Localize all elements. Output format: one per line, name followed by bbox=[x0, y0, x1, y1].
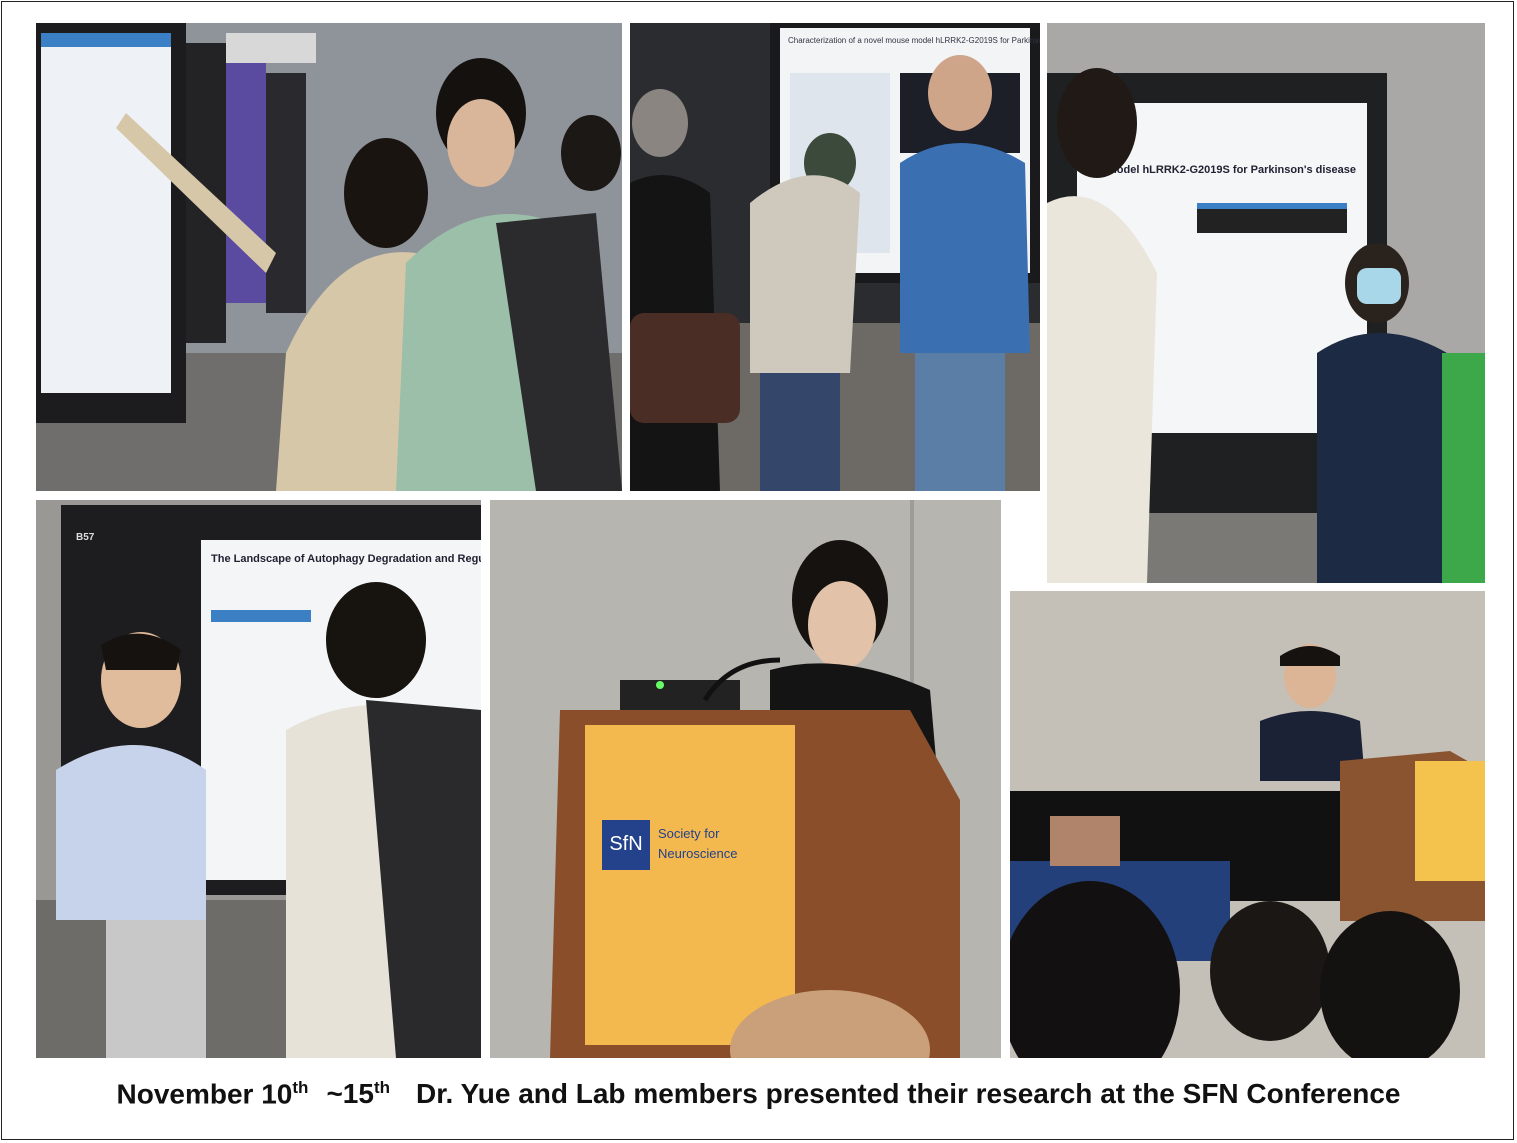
photo bbox=[36, 23, 622, 491]
photo-scene: SfN Society for Neuroscience bbox=[490, 500, 1001, 1058]
sign-text: Neuroscience bbox=[658, 846, 738, 861]
photo-scene: model hLRRK2-G2019S for Parkinson's dise… bbox=[1047, 23, 1485, 583]
photo-scene bbox=[1010, 591, 1485, 1058]
photo-scene: B57 The Landscape of Autophagy Degradati… bbox=[36, 500, 481, 1058]
photo-scene: Characterization of a novel mouse model … bbox=[630, 23, 1040, 491]
board-number: B57 bbox=[76, 532, 95, 543]
caption-sup: th bbox=[292, 1078, 309, 1097]
sign-text: Society for bbox=[658, 826, 720, 841]
poster-title: Characterization of a novel mouse model … bbox=[788, 36, 1040, 45]
poster-title: model hLRRK2-G2019S for Parkinson's dise… bbox=[1107, 164, 1356, 176]
photo bbox=[1010, 591, 1485, 1058]
photo-scene bbox=[36, 23, 622, 491]
photo: Characterization of a novel mouse model … bbox=[630, 23, 1040, 491]
photo: B57 The Landscape of Autophagy Degradati… bbox=[36, 500, 481, 1058]
photo: SfN Society for Neuroscience bbox=[490, 500, 1001, 1058]
caption: November 10th ~15th Dr. Yue and Lab member… bbox=[0, 1078, 1517, 1110]
caption-sup: th bbox=[373, 1078, 390, 1097]
poster-title: The Landscape of Autophagy Degradation a… bbox=[211, 553, 481, 565]
photo: model hLRRK2-G2019S for Parkinson's dise… bbox=[1047, 23, 1485, 583]
caption-text: Dr. Yue and Lab members presented their … bbox=[415, 1078, 1401, 1110]
sign-logo: SfN bbox=[609, 833, 642, 855]
caption-date: November 10 bbox=[116, 1078, 293, 1110]
caption-date: ~15 bbox=[326, 1078, 374, 1110]
